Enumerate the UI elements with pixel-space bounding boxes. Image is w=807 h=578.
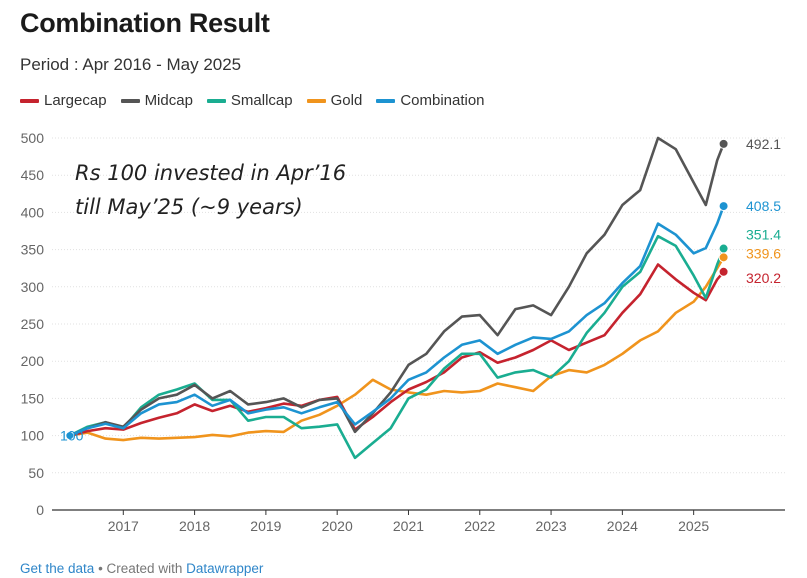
- end-point-largecap: [718, 266, 729, 277]
- annotation-line-2: till May’25 (~9 years): [75, 195, 303, 219]
- end-label-largecap: 320.2: [746, 270, 781, 286]
- series-line-largecap: [68, 263, 725, 437]
- y-tick-label-50: 50: [28, 465, 44, 481]
- y-tick-label-300: 300: [21, 279, 45, 295]
- y-tick-label-450: 450: [21, 167, 45, 183]
- datawrapper-link[interactable]: Datawrapper: [186, 561, 264, 576]
- series-line-combination: [68, 204, 725, 437]
- legend-swatch-gold: [306, 98, 326, 103]
- end-point-gold: [718, 252, 729, 263]
- legend-label-gold: Gold: [330, 92, 363, 109]
- series-line-smallcap: [68, 234, 725, 460]
- chart-subtitle: Period : Apr 2016 - May 2025: [20, 55, 242, 74]
- chart-title: Combination Result: [20, 8, 270, 38]
- y-tick-label-0: 0: [36, 502, 44, 518]
- legend-swatch-smallcap: [206, 98, 226, 103]
- annotation-line-1: Rs 100 invested in Apr’16: [75, 161, 347, 185]
- x-tick-label-2022: 2022: [464, 518, 495, 534]
- legend: Largecap Midcap Smallcap Gold Combinatio…: [20, 92, 485, 109]
- footer: Get the data • Created with Datawrapper: [20, 561, 263, 576]
- y-tick-label-150: 150: [21, 390, 45, 406]
- legend-swatch-combination: [376, 98, 396, 103]
- end-label-midcap: 492.1: [746, 136, 781, 152]
- end-label-combination: 408.5: [746, 198, 781, 214]
- legend-item-combination: Combination: [376, 92, 485, 109]
- y-tick-label-500: 500: [21, 130, 45, 146]
- x-tick-label-2017: 2017: [108, 518, 139, 534]
- y-tick-label-250: 250: [21, 316, 45, 332]
- legend-label-midcap: Midcap: [144, 92, 193, 109]
- end-label-smallcap: 351.4: [746, 227, 781, 243]
- legend-swatch-largecap: [20, 98, 39, 103]
- x-tick-label-2025: 2025: [678, 518, 709, 534]
- end-point-smallcap: [718, 243, 729, 254]
- x-tick-label-2021: 2021: [393, 518, 424, 534]
- y-tick-label-400: 400: [21, 204, 45, 220]
- start-label: 100: [60, 428, 84, 444]
- y-tick-label-350: 350: [21, 242, 45, 258]
- series-line-gold: [68, 256, 725, 442]
- legend-swatch-midcap: [120, 98, 140, 103]
- series-line-midcap: [68, 136, 725, 437]
- end-point-combination: [718, 201, 729, 212]
- end-label-gold: 339.6: [746, 245, 781, 261]
- footer-created-with: • Created with: [94, 561, 187, 576]
- get-the-data-link[interactable]: Get the data: [20, 561, 95, 576]
- legend-item-smallcap: Smallcap: [206, 92, 293, 109]
- end-point-midcap: [718, 138, 729, 149]
- y-tick-label-100: 100: [21, 428, 45, 444]
- start-point: [65, 431, 75, 441]
- legend-label-largecap: Largecap: [44, 92, 107, 109]
- x-tick-label-2024: 2024: [607, 518, 638, 534]
- x-tick-label-2023: 2023: [535, 518, 566, 534]
- legend-label-combination: Combination: [400, 92, 485, 109]
- legend-item-gold: Gold: [306, 92, 363, 109]
- x-tick-label-2020: 2020: [322, 518, 353, 534]
- chart-annotation: Rs 100 invested in Apr’16 till May’25 (~…: [75, 156, 346, 224]
- y-tick-label-200: 200: [21, 353, 45, 369]
- x-tick-label-2018: 2018: [179, 518, 210, 534]
- x-tick-label-2019: 2019: [250, 518, 281, 534]
- legend-item-midcap: Midcap: [120, 92, 193, 109]
- legend-label-smallcap: Smallcap: [230, 92, 293, 109]
- legend-item-largecap: Largecap: [20, 92, 107, 109]
